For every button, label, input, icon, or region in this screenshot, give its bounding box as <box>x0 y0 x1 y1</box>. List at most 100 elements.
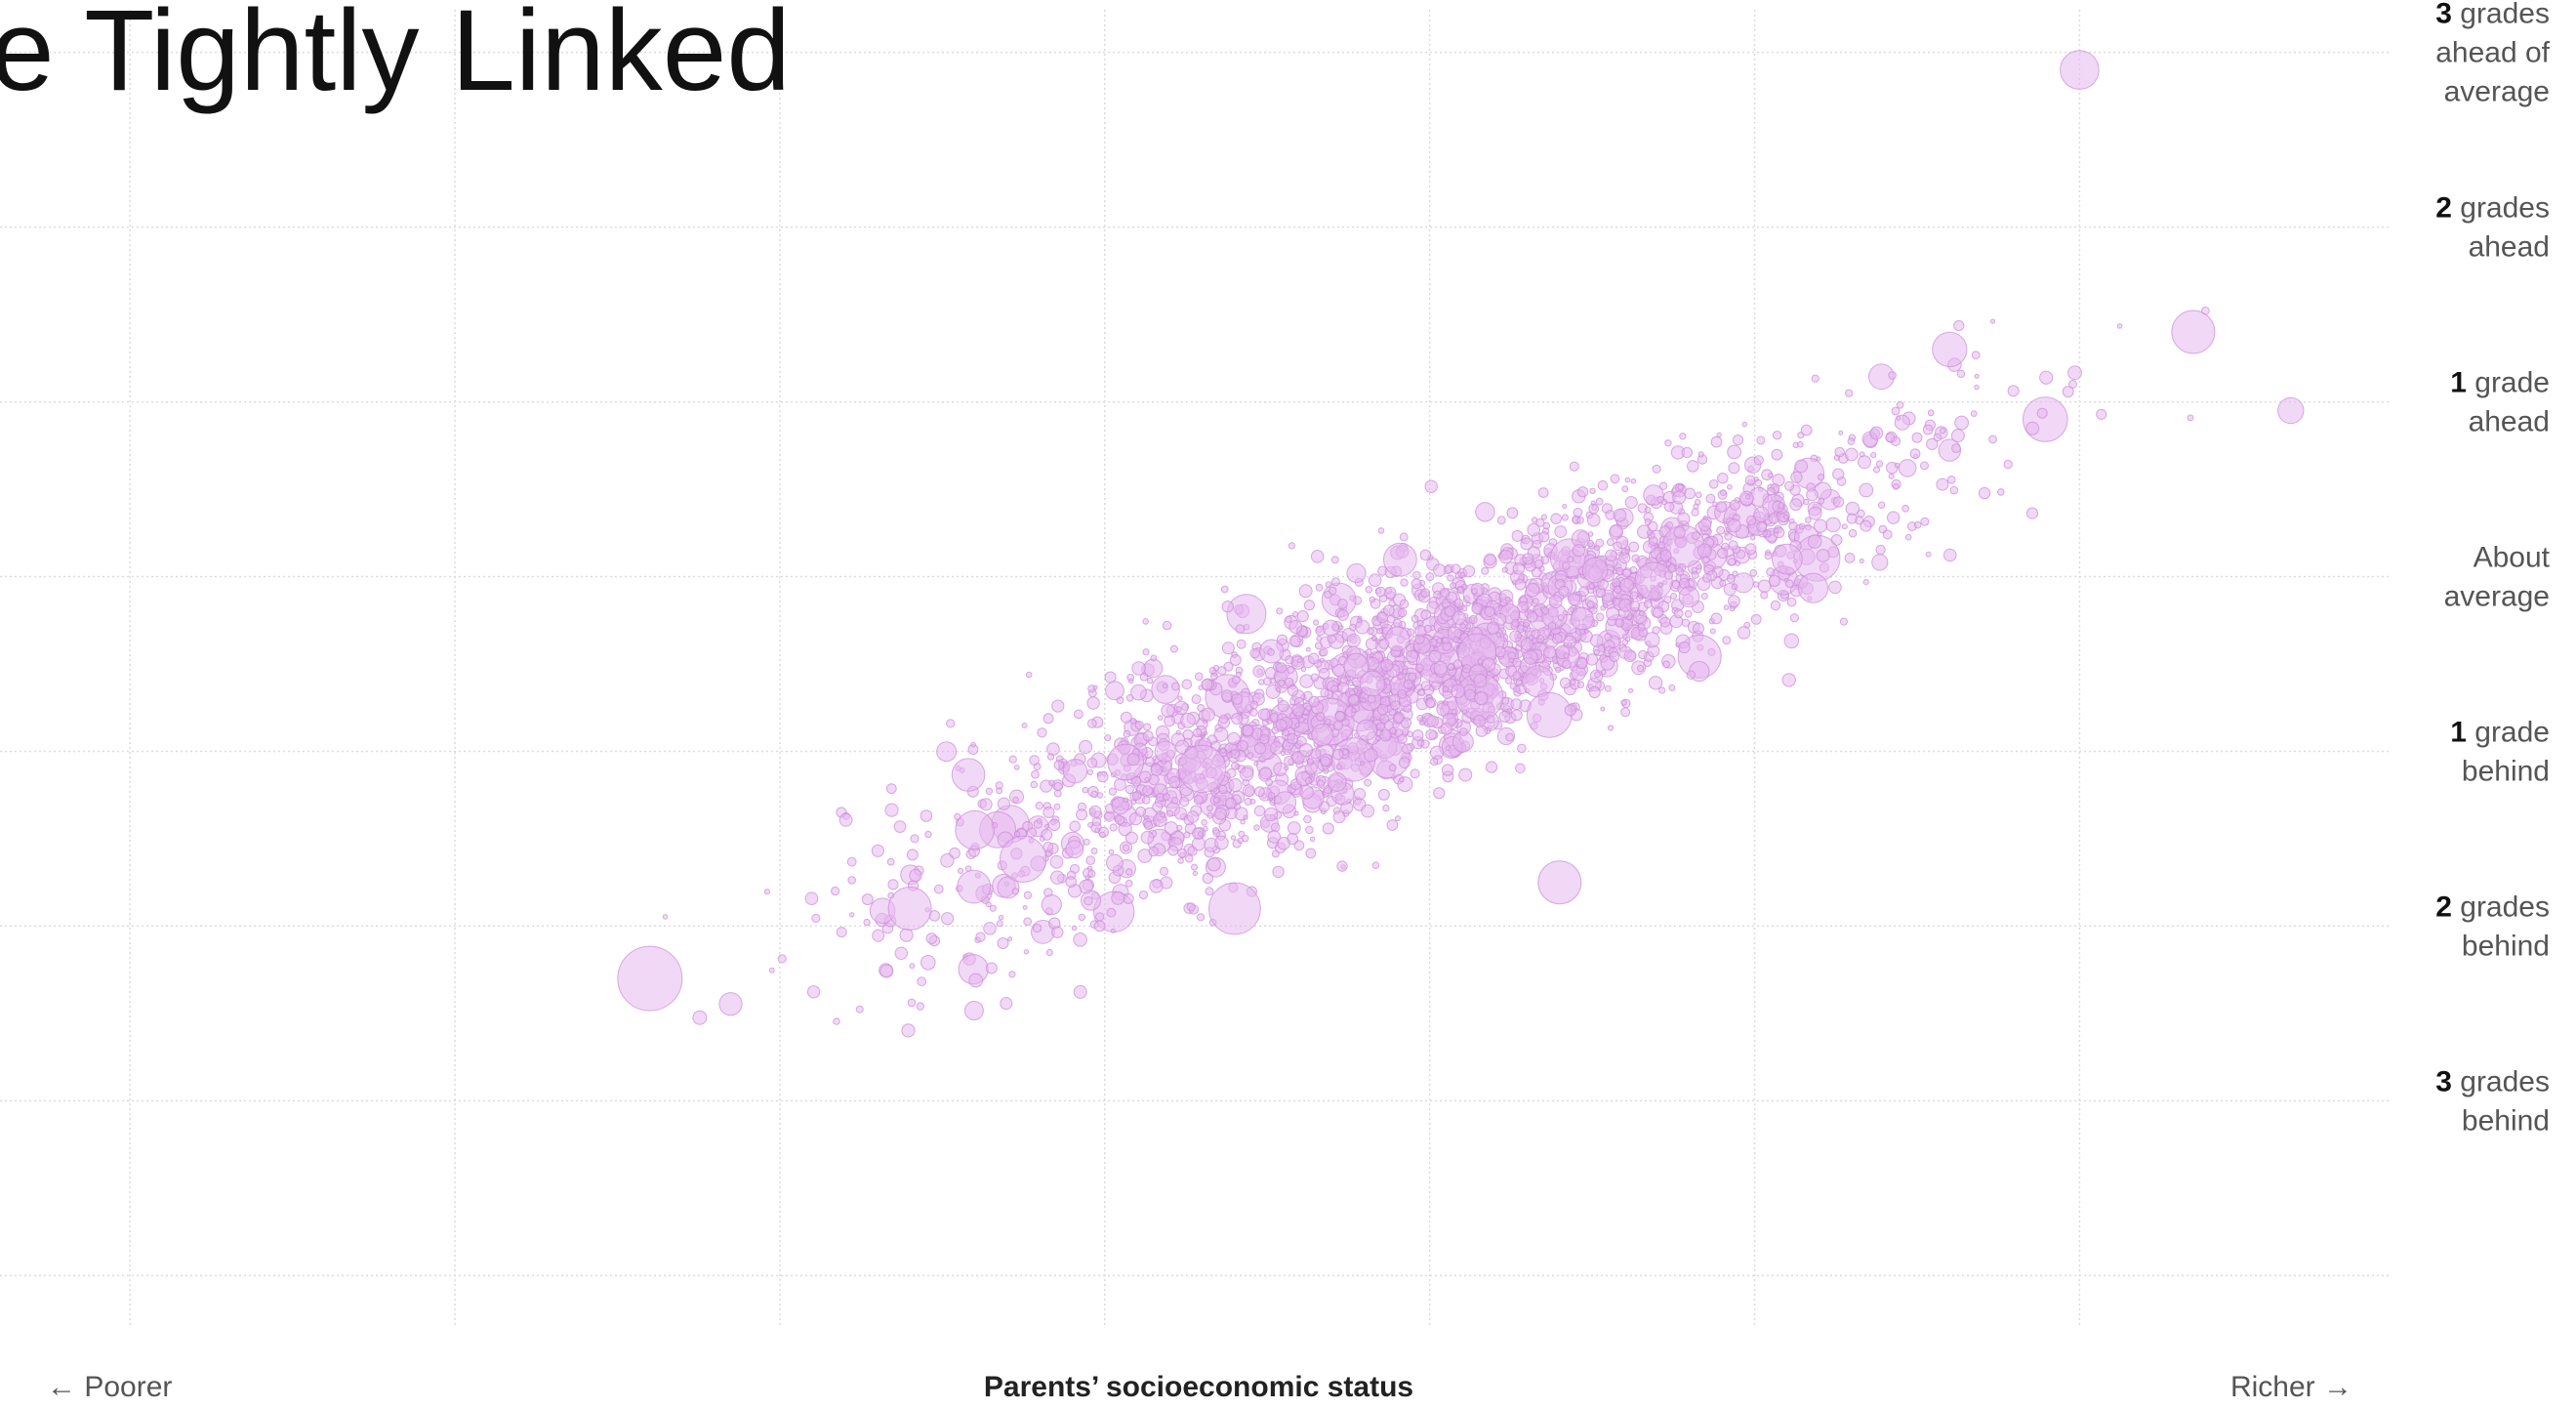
school-dot <box>1951 443 1961 454</box>
school-dot <box>768 967 775 974</box>
school-dot <box>1242 784 1255 798</box>
school-dot <box>1022 904 1028 910</box>
school-dot <box>1201 707 1215 722</box>
school-dot <box>1756 521 1768 532</box>
school-dot <box>1798 522 1806 530</box>
school-dot <box>1609 523 1623 538</box>
y-tick-label: 3 grades <box>2435 1065 2550 1098</box>
school-dot <box>1408 672 1417 682</box>
school-dot <box>920 809 933 822</box>
school-dot <box>1045 948 1053 957</box>
school-dot <box>863 918 871 927</box>
school-dot <box>1197 913 1206 922</box>
school-dot <box>1444 605 1456 617</box>
school-dot <box>1320 688 1329 698</box>
school-dot <box>1970 410 1978 418</box>
school-dot <box>1604 684 1612 692</box>
school-dot <box>1571 575 1576 582</box>
school-dot <box>1505 597 1511 602</box>
school-dot <box>917 976 927 987</box>
school-dot <box>989 904 997 912</box>
school-dot <box>1240 818 1246 825</box>
y-tick-label: ahead of <box>2435 37 2550 69</box>
school-dot <box>1578 586 1589 598</box>
school-dot <box>1693 622 1704 635</box>
school-dot <box>1473 674 1488 688</box>
school-dot <box>1399 532 1409 542</box>
school-dot <box>1875 544 1886 556</box>
school-dot <box>1790 471 1803 483</box>
school-dot <box>1023 917 1033 927</box>
school-dot <box>1620 699 1627 706</box>
school-dot <box>1471 588 1478 595</box>
school-dot <box>1741 421 1748 428</box>
school-dot <box>1083 838 1090 846</box>
school-dot <box>2116 323 2123 329</box>
school-dot <box>1231 762 1240 770</box>
school-dot <box>1294 722 1300 728</box>
school-dot <box>1114 778 1126 791</box>
school-dot <box>901 1023 916 1038</box>
school-dot <box>1280 750 1286 757</box>
school-dot <box>1407 730 1413 738</box>
school-dot <box>1540 514 1548 520</box>
school-dot <box>1269 741 1284 755</box>
school-dot <box>1621 485 1629 493</box>
school-dot <box>933 884 944 894</box>
school-dot <box>1314 642 1323 650</box>
school-dot <box>1284 766 1289 771</box>
school-dot <box>1464 688 1476 701</box>
school-dot <box>1590 634 1604 647</box>
school-dot <box>1270 822 1281 833</box>
school-dot <box>1515 763 1526 774</box>
school-dot <box>1561 514 1570 521</box>
school-dot <box>1229 654 1242 666</box>
school-dot <box>1012 796 1019 804</box>
school-dot <box>1484 605 1496 617</box>
school-dot <box>1305 848 1317 859</box>
school-dot <box>1527 522 1540 537</box>
school-dot <box>1258 679 1265 685</box>
school-dot <box>1602 602 1609 608</box>
y-tick-label: behind <box>2462 930 2550 962</box>
school-dot <box>1439 587 1451 599</box>
school-dot <box>1414 684 1423 691</box>
school-dot <box>1099 831 1106 839</box>
school-dot <box>847 876 857 885</box>
school-dot <box>1323 767 1329 774</box>
school-dot <box>1922 424 1934 435</box>
school-dot <box>1276 662 1288 674</box>
school-dot <box>1871 554 1889 571</box>
school-dot <box>1535 635 1545 643</box>
school-dot <box>718 992 743 1016</box>
school-dot <box>1576 517 1584 524</box>
school-dot <box>1925 551 1932 558</box>
school-dot <box>1123 729 1131 738</box>
school-dot <box>1509 683 1517 690</box>
school-dot <box>1287 821 1301 835</box>
school-dot <box>941 912 955 926</box>
school-dot <box>1253 761 1259 767</box>
school-dot <box>1050 870 1065 885</box>
school-dot <box>1875 460 1884 468</box>
school-dot <box>1563 652 1570 659</box>
school-dot <box>1230 749 1241 760</box>
school-dot <box>1393 618 1403 628</box>
school-dot <box>1420 588 1430 599</box>
school-dot <box>1008 755 1017 764</box>
school-dot <box>1588 685 1601 699</box>
school-dot <box>1039 836 1045 842</box>
school-dot <box>1613 585 1622 595</box>
school-dot <box>909 963 916 970</box>
chart-title: e Tightly Linked <box>0 0 791 115</box>
school-dot <box>1727 483 1733 490</box>
school-dot <box>1406 649 1418 663</box>
school-dot <box>1122 844 1130 852</box>
school-dot <box>1237 837 1244 845</box>
school-dot <box>1254 786 1265 797</box>
school-dot <box>1547 622 1557 631</box>
school-dot <box>1206 811 1214 819</box>
school-dot <box>1171 682 1180 691</box>
school-dot <box>1088 805 1102 818</box>
school-dot <box>1399 757 1411 768</box>
